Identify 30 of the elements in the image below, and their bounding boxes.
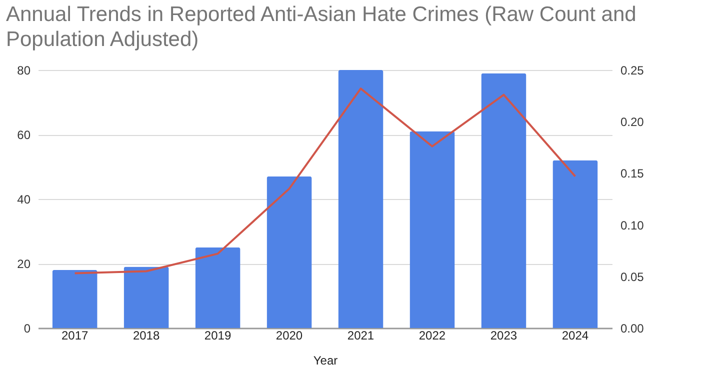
x-axis-title: Year [313, 354, 338, 368]
x-tick-label: 2019 [204, 328, 232, 342]
y-tick-label: 40 [17, 192, 31, 206]
x-tick-label: 2021 [347, 328, 374, 342]
x-tick-label: 2024 [562, 328, 589, 342]
bar [124, 266, 169, 328]
chart-title: Annual Trends in Reported Anti-Asian Hate Crimes (Raw Count and Population Adjusted) [5, 2, 638, 53]
y2-tick-label: 0.15 [620, 166, 644, 181]
y2-tick-label: 0.10 [620, 218, 644, 232]
y2-tick-label: 0.20 [620, 115, 644, 130]
bar [52, 270, 98, 328]
x-tick-label: 2022 [418, 328, 446, 342]
x-tick-label: 2018 [132, 328, 160, 342]
y2-tick-label: 0.05 [620, 270, 644, 284]
bar [266, 176, 312, 328]
line-series [74, 88, 576, 274]
y2-tick-label: 0.00 [620, 322, 644, 336]
bar [195, 247, 240, 328]
bar [481, 73, 526, 328]
y2-tick-label: 0.25 [620, 64, 644, 78]
bar [338, 70, 384, 328]
bar [410, 131, 455, 328]
x-tick-label: 2020 [276, 328, 303, 342]
y-tick-label: 60 [17, 128, 31, 142]
bar [552, 160, 598, 328]
y-tick-label: 20 [17, 257, 31, 271]
y-tick-label: 0 [24, 322, 31, 336]
x-tick-label: 2023 [490, 328, 518, 342]
x-tick-label: 2017 [61, 328, 88, 342]
y-tick-label: 80 [17, 64, 31, 78]
